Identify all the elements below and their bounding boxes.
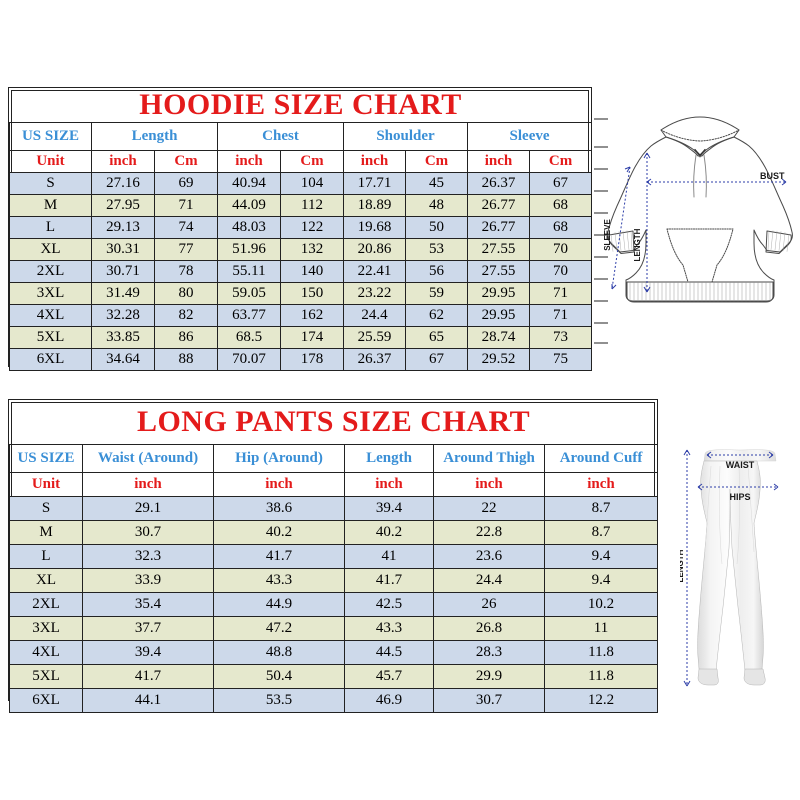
svg-text:HIPS: HIPS xyxy=(729,492,750,502)
svg-text:SLEEVE: SLEEVE xyxy=(603,219,612,251)
svg-text:BUST: BUST xyxy=(760,171,785,181)
svg-text:WAIST: WAIST xyxy=(726,460,755,470)
svg-text:LENGTH: LENGTH xyxy=(680,549,685,582)
svg-text:LENGTH: LENGTH xyxy=(633,228,642,261)
